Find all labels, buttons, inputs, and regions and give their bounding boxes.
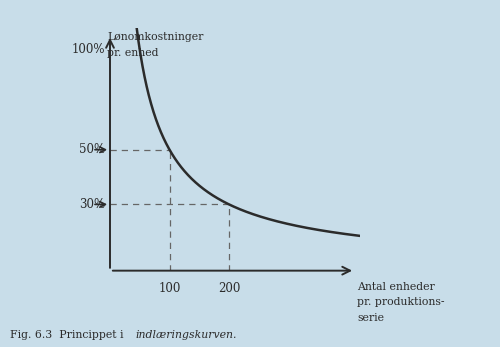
- Text: Fig. 6.3  Princippet i: Fig. 6.3 Princippet i: [10, 330, 127, 340]
- Text: 200: 200: [218, 282, 240, 295]
- Text: 30%: 30%: [79, 198, 105, 211]
- Text: serie: serie: [357, 313, 384, 323]
- Text: indlæringskurven.: indlæringskurven.: [135, 330, 236, 340]
- Text: pr. enhed: pr. enhed: [107, 48, 158, 58]
- Text: 50%: 50%: [79, 143, 105, 156]
- Text: Lønomkostninger: Lønomkostninger: [107, 32, 204, 42]
- Text: 100%: 100%: [72, 43, 105, 56]
- Text: pr. produktions-: pr. produktions-: [357, 297, 444, 307]
- Text: 100: 100: [158, 282, 180, 295]
- Text: Antal enheder: Antal enheder: [357, 282, 435, 292]
